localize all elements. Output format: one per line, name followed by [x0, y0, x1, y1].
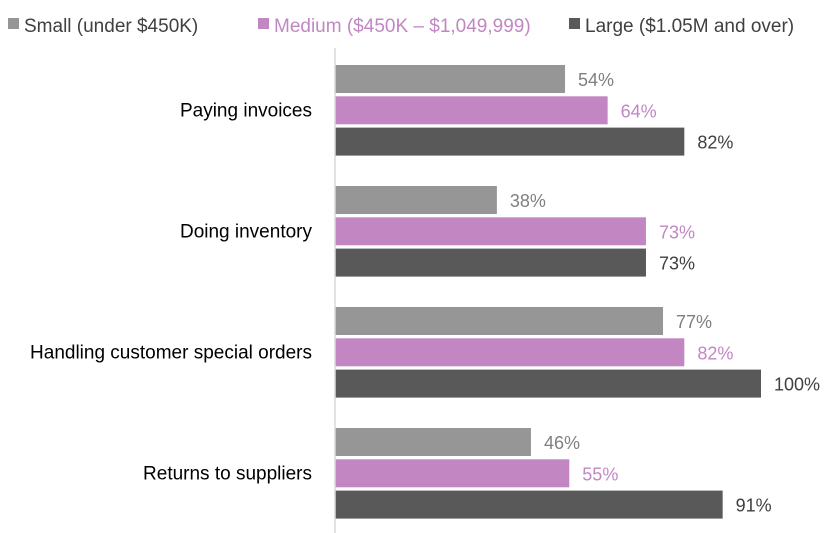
bar-0-2	[335, 307, 664, 335]
category-labels: Paying invoices Doing inventory Handling c…	[30, 100, 312, 484]
legend-swatch-2	[569, 18, 580, 29]
data-label-1-0: 64%	[621, 101, 657, 121]
data-label-0-1: 38%	[510, 191, 546, 211]
data-label-1-1: 73%	[659, 222, 695, 242]
bar-1-0	[335, 96, 608, 125]
legend-label-0: Small (under $450K)	[24, 16, 198, 37]
bars	[335, 65, 761, 519]
category-label: Doing inventory	[180, 221, 313, 242]
data-label-0-0: 54%	[578, 70, 614, 90]
data-label-1-2: 82%	[697, 343, 733, 363]
data-labels: 54% 64% 82% 38% 73% 73% 77% 82% 100% 46%55% 91%	[510, 70, 820, 516]
bar-0-3	[335, 428, 531, 456]
data-label-2-0: 82%	[697, 133, 733, 153]
legend-swatch-0	[8, 18, 19, 29]
data-label-1-3: 55%	[582, 464, 618, 484]
legend-label-1: Medium ($450K – $1,049,999)	[274, 16, 531, 37]
bar-0-0	[335, 65, 566, 93]
bar-1-1	[335, 217, 646, 246]
data-label-2-1: 73%	[659, 254, 695, 274]
bar-1-2	[335, 338, 685, 367]
legend: Small (under $450K) Medium ($450K – $1,04…	[8, 16, 794, 37]
bar-2-2	[335, 369, 761, 398]
bar-0-1	[335, 186, 497, 214]
bar-2-3	[335, 490, 723, 519]
bar-2-1	[335, 248, 646, 277]
legend-label-2: Large ($1.05M and over)	[585, 16, 794, 37]
category-label: Handling customer special orders	[30, 342, 312, 363]
category-label: Paying invoices	[180, 100, 312, 121]
data-label-0-3: 46%	[544, 433, 580, 453]
data-label-2-2: 100%	[774, 375, 820, 395]
bar-2-0	[335, 127, 685, 156]
bar-1-3	[335, 459, 570, 488]
data-label-0-2: 77%	[676, 312, 712, 332]
category-label: Returns to suppliers	[143, 463, 312, 484]
data-label-2-3: 91%	[736, 496, 772, 516]
legend-swatch-1	[258, 18, 269, 29]
